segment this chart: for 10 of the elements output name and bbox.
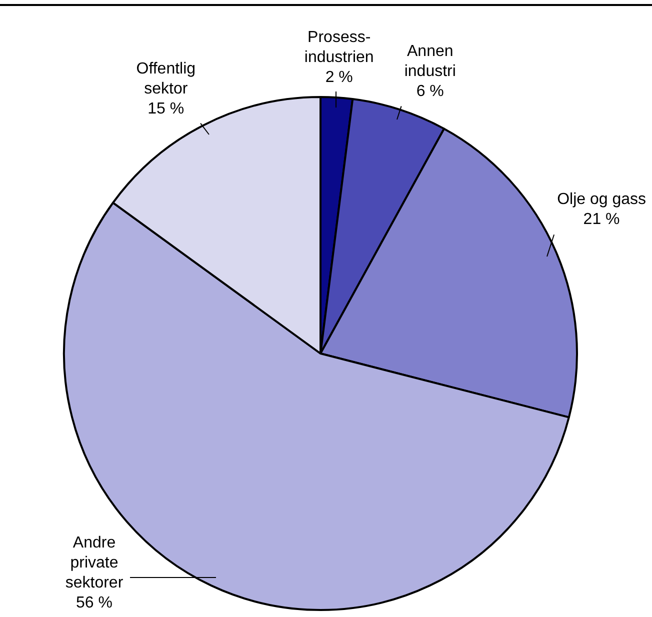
slice-label: Offentlig sektor <box>136 60 196 98</box>
slice-label: Olje og gass <box>557 191 646 208</box>
slice-label: Annen industri <box>404 42 456 80</box>
slice-label: Prosess-industrien <box>304 28 374 66</box>
data-label: 6 % <box>416 82 444 100</box>
data-label: 21 % <box>583 211 620 228</box>
slice-label: Andre private sektorer <box>65 534 124 592</box>
data-label: 15 % <box>148 100 184 118</box>
data-label: 2 % <box>325 68 353 86</box>
data-label: 56 % <box>76 594 112 612</box>
